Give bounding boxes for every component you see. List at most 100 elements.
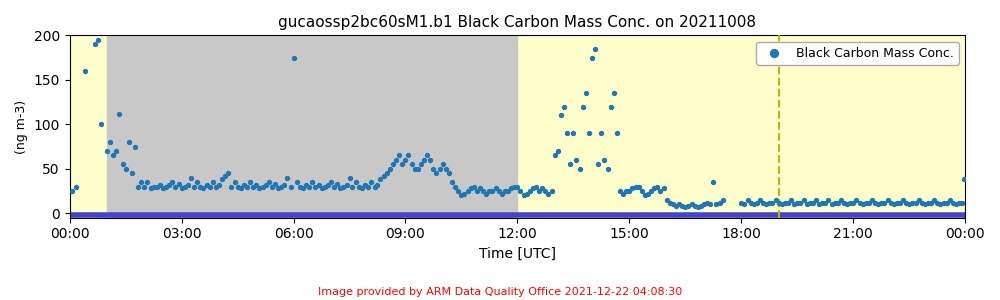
Black Carbon Mass Conc. (279, 175, 295, 180)
Black Carbon Mass Conc. (544, 189, 560, 194)
Black Carbon Mass Conc. (680, 204, 696, 208)
Black Carbon Mass Conc. (385, 162, 401, 167)
Black Carbon Mass Conc. (223, 184, 239, 189)
Black Carbon Mass Conc. (808, 197, 824, 202)
Black Carbon Mass Conc. (898, 200, 914, 205)
Black Carbon Mass Conc. (174, 186, 190, 191)
Black Carbon Mass Conc. (911, 197, 927, 202)
Black Carbon Mass Conc. (357, 182, 373, 187)
Black Carbon Mass Conc. (289, 180, 305, 184)
Black Carbon Mass Conc. (320, 182, 336, 187)
Black Carbon Mass Conc. (674, 204, 690, 208)
Black Carbon Mass Conc. (830, 200, 846, 205)
Black Carbon Mass Conc. (575, 104, 591, 109)
Black Carbon Mass Conc. (565, 131, 581, 136)
Black Carbon Mass Conc. (855, 202, 871, 207)
Black Carbon Mass Conc. (463, 186, 479, 191)
Black Carbon Mass Conc. (817, 200, 833, 205)
Black Carbon Mass Conc. (761, 200, 777, 205)
Black Carbon Mass Conc. (326, 184, 342, 189)
Black Carbon Mass Conc. (115, 162, 131, 167)
Black Carbon Mass Conc. (705, 180, 721, 184)
Black Carbon Mass Conc. (339, 182, 355, 187)
Black Carbon Mass Conc. (858, 200, 874, 205)
Black Carbon Mass Conc. (525, 186, 541, 191)
Black Carbon Mass Conc. (183, 175, 199, 180)
Black Carbon Mass Conc. (820, 197, 836, 202)
Black Carbon Mass Conc. (199, 182, 215, 187)
Black Carbon Mass Conc. (344, 184, 360, 189)
Black Carbon Mass Conc. (827, 200, 843, 205)
Black Carbon Mass Conc. (836, 200, 852, 205)
Black Carbon Mass Conc. (708, 202, 724, 207)
Black Carbon Mass Conc. (124, 171, 140, 176)
Black Carbon Mass Conc. (895, 197, 911, 202)
Black Carbon Mass Conc. (105, 153, 121, 158)
Black Carbon Mass Conc. (861, 200, 877, 205)
Black Carbon Mass Conc. (512, 189, 528, 194)
Black Carbon Mass Conc. (230, 184, 246, 189)
Black Carbon Mass Conc. (783, 197, 799, 202)
Black Carbon Mass Conc. (267, 182, 283, 186)
Black Carbon Mass Conc. (394, 162, 410, 167)
Black Carbon Mass Conc. (593, 131, 609, 136)
Black Carbon Mass Conc. (283, 184, 299, 189)
Black Carbon Mass Conc. (453, 193, 469, 198)
Black Carbon Mass Conc. (264, 184, 280, 189)
Black Carbon Mass Conc. (239, 184, 255, 189)
Black Carbon Mass Conc. (908, 200, 924, 205)
Black Carbon Mass Conc. (428, 171, 444, 176)
Black Carbon Mass Conc. (951, 200, 967, 205)
Black Carbon Mass Conc. (155, 186, 171, 191)
Black Carbon Mass Conc. (372, 177, 388, 182)
Black Carbon Mass Conc. (472, 186, 488, 191)
Black Carbon Mass Conc. (531, 189, 547, 194)
Black Carbon Mass Conc. (904, 200, 920, 205)
Black Carbon Mass Conc. (255, 184, 271, 189)
Black Carbon Mass Conc. (606, 91, 622, 96)
Black Carbon Mass Conc. (845, 200, 861, 205)
Black Carbon Mass Conc. (369, 182, 385, 187)
Black Carbon Mass Conc. (143, 186, 159, 191)
Legend: Black Carbon Mass Conc.: Black Carbon Mass Conc. (756, 42, 959, 64)
Black Carbon Mass Conc. (388, 158, 404, 162)
Black Carbon Mass Conc. (276, 182, 292, 187)
Black Carbon Mass Conc. (758, 202, 774, 207)
Black Carbon Mass Conc. (161, 182, 177, 187)
Black Carbon Mass Conc. (684, 202, 700, 207)
Black Carbon Mass Conc. (920, 200, 936, 205)
Black Carbon Mass Conc. (914, 200, 930, 205)
Black Carbon Mass Conc. (491, 189, 507, 194)
Black Carbon Mass Conc. (391, 153, 407, 158)
Black Carbon Mass Conc. (152, 182, 168, 187)
Black Carbon Mass Conc. (917, 202, 933, 207)
Black Carbon Mass Conc. (668, 204, 684, 208)
Black Carbon Mass Conc. (99, 148, 115, 153)
Black Carbon Mass Conc. (292, 184, 308, 189)
Black Carbon Mass Conc. (848, 197, 864, 202)
Black Carbon Mass Conc. (220, 171, 236, 176)
Black Carbon Mass Conc. (136, 184, 152, 189)
Black Carbon Mass Conc. (659, 197, 675, 202)
Black Carbon Mass Conc. (205, 180, 221, 184)
Black Carbon Mass Conc. (360, 184, 376, 189)
Black Carbon Mass Conc. (662, 200, 678, 205)
Black Carbon Mass Conc. (227, 180, 243, 184)
Black Carbon Mass Conc. (354, 186, 370, 191)
Black Carbon Mass Conc. (867, 200, 883, 205)
Black Carbon Mass Conc. (87, 42, 103, 46)
Black Carbon Mass Conc. (64, 189, 80, 194)
Black Carbon Mass Conc. (102, 140, 118, 145)
Black Carbon Mass Conc. (192, 184, 208, 189)
Black Carbon Mass Conc. (248, 182, 264, 187)
Title: gucaossp2bc60sM1.b1 Black Carbon Mass Conc. on 20211008: gucaossp2bc60sM1.b1 Black Carbon Mass Co… (278, 15, 756, 30)
Black Carbon Mass Conc. (298, 182, 314, 187)
Black Carbon Mass Conc. (497, 189, 513, 194)
Black Carbon Mass Conc. (167, 184, 183, 189)
Black Carbon Mass Conc. (258, 182, 274, 187)
Black Carbon Mass Conc. (108, 148, 124, 153)
Black Carbon Mass Conc. (876, 200, 892, 205)
Black Carbon Mass Conc. (609, 131, 625, 136)
Black Carbon Mass Conc. (556, 104, 572, 109)
Black Carbon Mass Conc. (509, 184, 525, 189)
